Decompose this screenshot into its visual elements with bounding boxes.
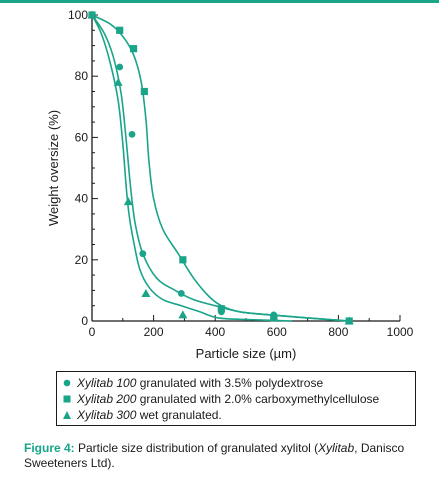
series-3-point	[141, 288, 151, 297]
y-tick-label: 20	[75, 253, 89, 267]
series-2-point	[270, 314, 278, 322]
y-tick-label: 100	[68, 8, 88, 22]
caption-text-end: , Danisco Sweeteners Ltd).	[24, 441, 405, 470]
chart-legend: Xylitab 100 granulated with 3.5% polydex…	[56, 371, 416, 426]
legend-item-xylitab-300: Xylitab 300 wet granulated.	[62, 407, 415, 423]
x-tick-label: 1000	[387, 325, 414, 339]
series-1-curve	[91, 14, 350, 322]
circle-marker-icon	[62, 378, 72, 388]
series-1-point	[139, 250, 147, 258]
y-tick-label: 60	[75, 130, 89, 144]
y-tick-label: 80	[75, 69, 89, 83]
legend-item-label: granulated with 3.5% polydextrose	[136, 376, 324, 390]
series-2-curve	[91, 14, 350, 322]
figure-label: Figure 4:	[24, 441, 75, 455]
series-1-point	[116, 63, 124, 71]
legend-item-xylitab-200: Xylitab 200 granulated with 2.0% carboxy…	[62, 391, 415, 407]
x-tick-label: 800	[328, 325, 348, 339]
square-marker-icon	[62, 394, 72, 404]
legend-item-label: wet granulated.	[136, 408, 222, 422]
caption-brand: Xylitab	[318, 441, 355, 455]
x-tick-label: 400	[205, 325, 225, 339]
legend-item-name: Xylitab 100	[77, 376, 137, 390]
series-3-point	[178, 310, 188, 319]
caption-text: Particle size distribution of granulated…	[74, 441, 319, 455]
series-3-curve	[91, 14, 293, 322]
series-3-point	[87, 10, 97, 19]
series-3-point	[113, 77, 123, 86]
legend-item-name: Xylitab 200	[77, 392, 137, 406]
series-1-point	[128, 130, 136, 138]
x-tick-label: 200	[144, 325, 164, 339]
series-2-point	[116, 26, 124, 34]
x-tick-label: 0	[89, 325, 96, 339]
legend-item-xylitab-100: Xylitab 100 granulated with 3.5% polydex…	[62, 375, 415, 391]
y-axis-title: Weight oversize (%)	[46, 110, 61, 226]
series-2-point	[129, 45, 138, 53]
series-3-point	[123, 197, 133, 206]
series-2-point	[179, 256, 187, 264]
legend-item-name: Xylitab 300	[77, 408, 137, 422]
series-2-point	[217, 305, 225, 313]
figure-caption: Figure 4: Particle size distribution of …	[24, 441, 434, 471]
triangle-marker-icon	[62, 410, 72, 420]
series-2-point	[140, 87, 148, 96]
y-tick-label: 40	[75, 192, 89, 206]
series-1-point	[177, 290, 185, 297]
y-tick-label: 0	[81, 314, 88, 328]
series-3-point	[344, 316, 354, 325]
legend-item-label: granulated with 2.0% carboxymethylcellul…	[136, 392, 380, 406]
top-accent-rule	[0, 0, 439, 3]
x-tick-label: 600	[267, 325, 287, 339]
x-axis-title: Particle size (µm)	[196, 346, 297, 361]
